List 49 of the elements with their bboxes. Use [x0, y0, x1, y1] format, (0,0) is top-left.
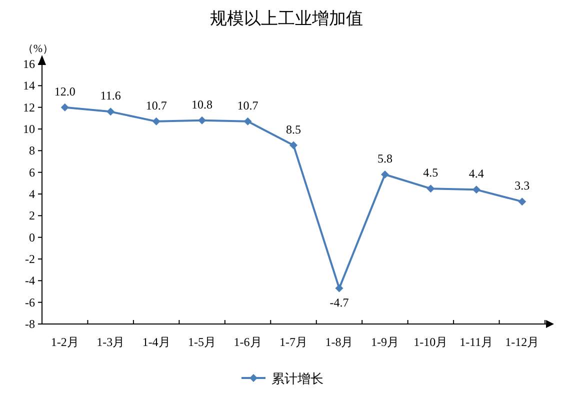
text: 5.8 — [377, 152, 392, 166]
y-tick-label: 16 — [23, 57, 35, 71]
text: 4.5 — [423, 166, 438, 180]
x-tick-label: 1-6月 — [234, 335, 262, 349]
point — [472, 186, 480, 194]
text: 11.6 — [100, 88, 121, 103]
x-tick-label: 1-3月 — [96, 335, 125, 349]
point — [518, 198, 526, 206]
y-tick-label: 0 — [29, 230, 35, 244]
point — [244, 117, 252, 126]
point — [60, 103, 69, 112]
x-tick-label: 1-7月 — [280, 335, 308, 349]
text: 8.5 — [286, 122, 301, 136]
x-tick-label: 1-5月 — [188, 335, 216, 349]
y-axis-title: （%） — [22, 43, 54, 55]
x-tick-label: 1-12月 — [505, 335, 540, 349]
x-tick-label: 1-11月 — [460, 335, 494, 349]
legend-label: 累计增长 — [272, 371, 324, 386]
text: 10.8 — [192, 97, 213, 112]
y-tick-label: 8 — [29, 144, 35, 158]
chart-title: 规模以上工业增加值 — [210, 9, 363, 28]
x-tick-label: 1-8月 — [325, 335, 354, 349]
y-tick-label: 4 — [29, 187, 35, 201]
text: 4.4 — [468, 166, 484, 181]
y-tick-label: -8 — [25, 317, 35, 331]
text: 10.7 — [146, 98, 167, 112]
y-tick-label: 12 — [23, 100, 35, 114]
point — [152, 117, 160, 126]
point — [380, 170, 389, 178]
y-tick-label: -6 — [25, 295, 35, 310]
y-tick-label: -4 — [25, 274, 35, 288]
x-tick-label: 1-9月 — [370, 335, 399, 349]
y-tick-label: 6 — [29, 165, 35, 180]
x-tick-label: 1-10月 — [414, 335, 448, 349]
y-tick-label: 10 — [23, 122, 35, 136]
text: 10.7 — [237, 98, 258, 112]
text: 3.3 — [514, 178, 530, 193]
point — [426, 184, 435, 193]
x-tick-label: 1-2月 — [50, 335, 79, 349]
text: 12.0 — [54, 84, 76, 98]
text: -4.7 — [330, 295, 349, 310]
point — [290, 141, 298, 150]
y-tick-label: -2 — [25, 252, 35, 266]
x-tick-label: 1-4月 — [142, 335, 170, 349]
point — [198, 116, 206, 124]
point — [106, 108, 115, 116]
y-tick-label: 14 — [23, 78, 35, 93]
point — [335, 284, 344, 292]
y-tick-label: 2 — [29, 208, 35, 223]
